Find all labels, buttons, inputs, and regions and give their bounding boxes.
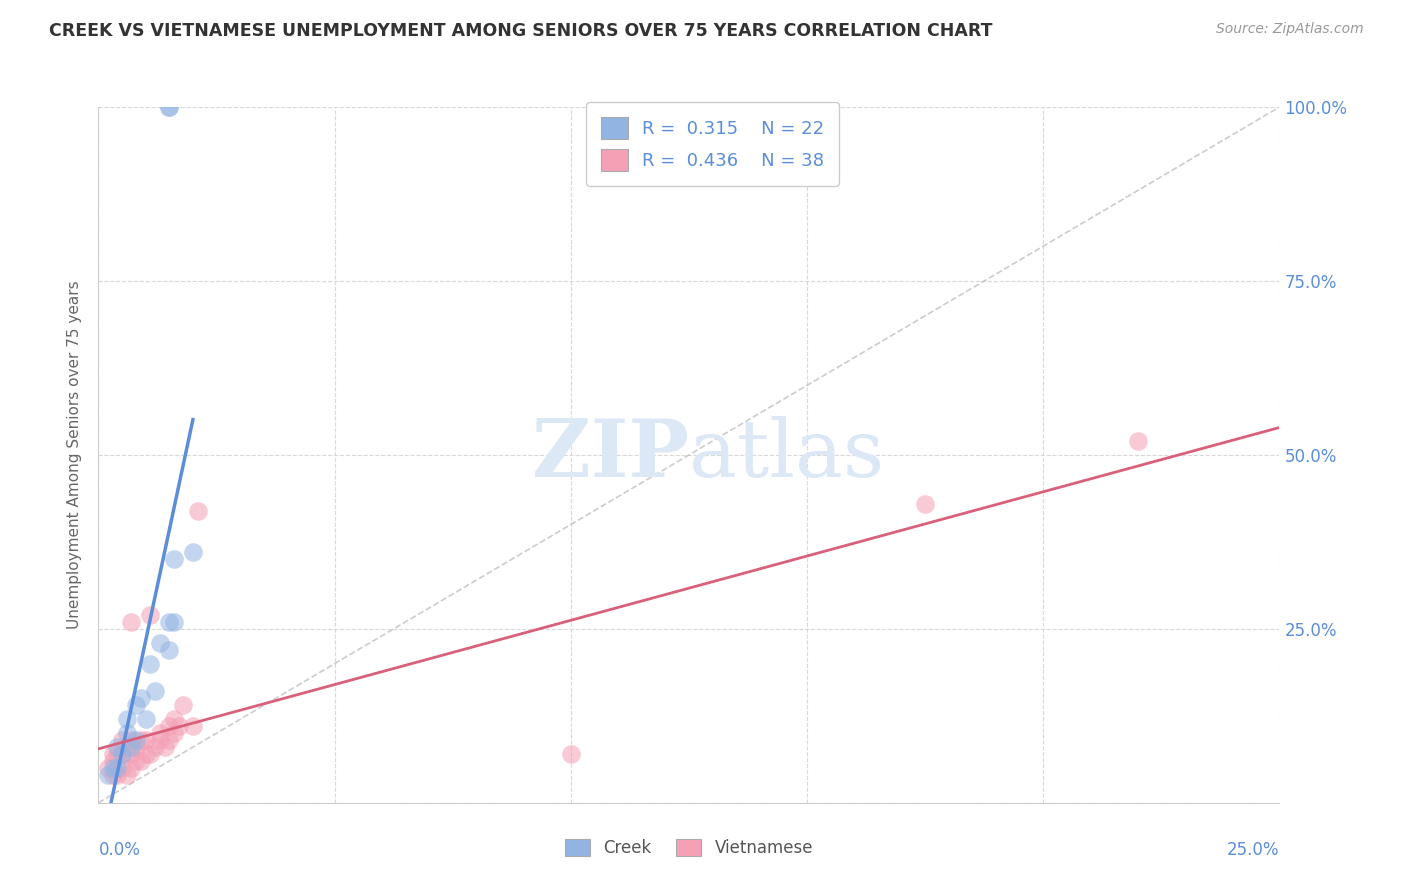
- Text: atlas: atlas: [689, 416, 884, 494]
- Point: [97, 768, 120, 782]
- Text: Source: ZipAtlas.com: Source: ZipAtlas.com: [1216, 22, 1364, 37]
- Point: [172, 698, 194, 713]
- Point: [111, 747, 134, 761]
- Text: ZIP: ZIP: [531, 416, 689, 494]
- Point: [101, 747, 124, 761]
- Y-axis label: Unemployment Among Seniors over 75 years: Unemployment Among Seniors over 75 years: [67, 281, 83, 629]
- Point: [129, 691, 152, 706]
- Point: [157, 719, 180, 733]
- Point: [163, 615, 186, 629]
- Point: [115, 768, 138, 782]
- Point: [125, 740, 148, 755]
- Point: [167, 719, 190, 733]
- Point: [149, 636, 172, 650]
- Point: [129, 754, 152, 768]
- Point: [115, 726, 138, 740]
- Point: [157, 100, 180, 114]
- Point: [1126, 434, 1149, 448]
- Point: [157, 100, 180, 114]
- Point: [143, 684, 166, 698]
- Point: [139, 747, 162, 761]
- Text: 25.0%: 25.0%: [1227, 841, 1279, 859]
- Point: [181, 545, 204, 559]
- Text: CREEK VS VIETNAMESE UNEMPLOYMENT AMONG SENIORS OVER 75 YEARS CORRELATION CHART: CREEK VS VIETNAMESE UNEMPLOYMENT AMONG S…: [49, 22, 993, 40]
- Point: [105, 768, 128, 782]
- Text: 0.0%: 0.0%: [98, 841, 141, 859]
- Point: [111, 733, 134, 747]
- Point: [121, 761, 143, 775]
- Legend: Creek, Vietnamese: Creek, Vietnamese: [558, 832, 820, 864]
- Point: [163, 726, 186, 740]
- Point: [157, 642, 180, 657]
- Point: [105, 761, 128, 775]
- Point: [101, 761, 124, 775]
- Point: [139, 657, 162, 671]
- Point: [149, 726, 172, 740]
- Point: [97, 761, 120, 775]
- Point: [111, 747, 134, 761]
- Point: [125, 754, 148, 768]
- Point: [163, 712, 186, 726]
- Point: [157, 615, 180, 629]
- Point: [135, 712, 157, 726]
- Point: [121, 740, 143, 755]
- Point: [121, 747, 143, 761]
- Point: [101, 768, 124, 782]
- Point: [914, 497, 936, 511]
- Point: [157, 733, 180, 747]
- Point: [115, 740, 138, 755]
- Point: [115, 712, 138, 726]
- Point: [121, 733, 143, 747]
- Point: [111, 761, 134, 775]
- Point: [560, 747, 582, 761]
- Point: [135, 733, 157, 747]
- Point: [163, 552, 186, 566]
- Point: [149, 733, 172, 747]
- Point: [125, 733, 148, 747]
- Point: [121, 615, 143, 629]
- Point: [105, 747, 128, 761]
- Point: [187, 503, 209, 517]
- Point: [129, 733, 152, 747]
- Point: [181, 719, 204, 733]
- Point: [101, 754, 124, 768]
- Point: [105, 740, 128, 755]
- Point: [135, 747, 157, 761]
- Point: [153, 740, 176, 755]
- Point: [143, 740, 166, 755]
- Point: [125, 698, 148, 713]
- Point: [139, 607, 162, 622]
